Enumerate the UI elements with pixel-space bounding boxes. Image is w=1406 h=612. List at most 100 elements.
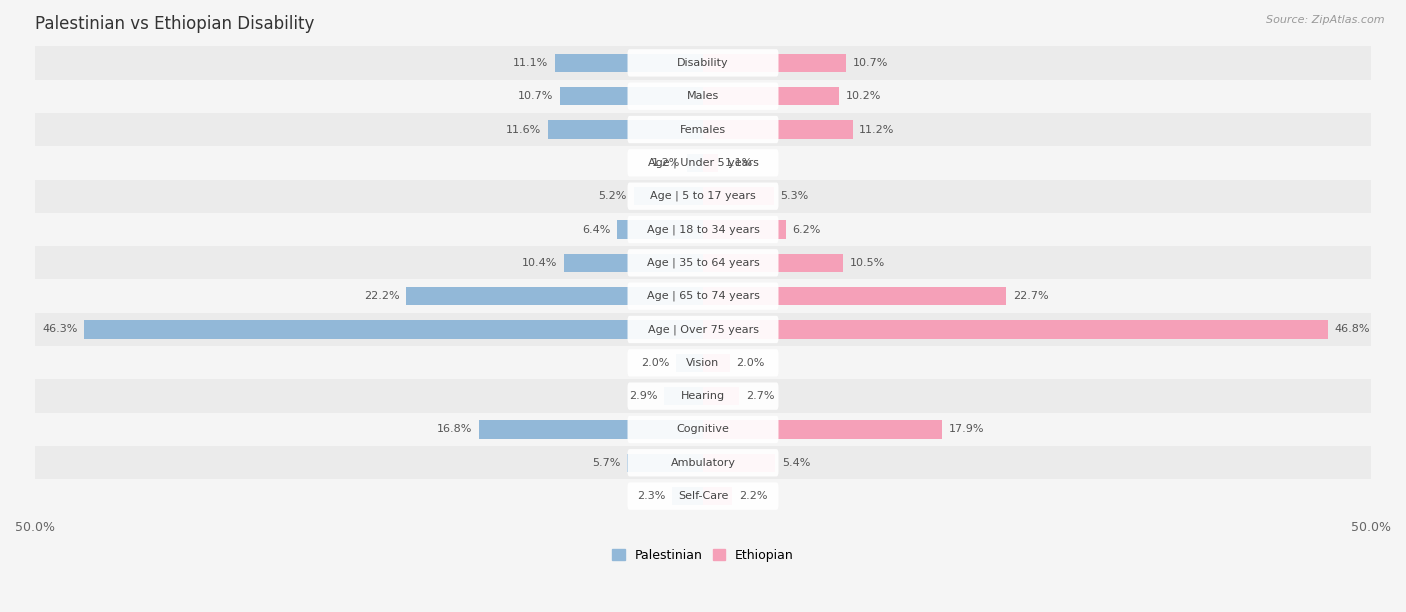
Bar <box>35 479 1371 513</box>
Text: Source: ZipAtlas.com: Source: ZipAtlas.com <box>1267 15 1385 25</box>
Text: 46.8%: 46.8% <box>1334 324 1371 335</box>
FancyBboxPatch shape <box>627 316 779 343</box>
Legend: Palestinian, Ethiopian: Palestinian, Ethiopian <box>607 543 799 567</box>
Bar <box>703 287 1007 305</box>
Bar <box>478 420 703 439</box>
Text: 2.0%: 2.0% <box>737 358 765 368</box>
Bar <box>406 287 703 305</box>
Bar <box>35 113 1371 146</box>
Text: 22.7%: 22.7% <box>1012 291 1049 301</box>
Text: 6.4%: 6.4% <box>582 225 610 234</box>
Text: Ambulatory: Ambulatory <box>671 458 735 468</box>
Text: 2.9%: 2.9% <box>628 391 658 401</box>
Text: 10.5%: 10.5% <box>851 258 886 268</box>
Bar <box>35 179 1371 213</box>
Bar <box>703 220 786 239</box>
Text: Age | 5 to 17 years: Age | 5 to 17 years <box>650 191 756 201</box>
Text: Self-Care: Self-Care <box>678 491 728 501</box>
Bar <box>617 220 703 239</box>
Text: Age | 65 to 74 years: Age | 65 to 74 years <box>647 291 759 301</box>
Bar <box>35 146 1371 179</box>
Text: 6.2%: 6.2% <box>793 225 821 234</box>
Text: 11.1%: 11.1% <box>513 58 548 68</box>
Text: 16.8%: 16.8% <box>436 425 472 435</box>
Bar <box>703 187 773 206</box>
Text: Males: Males <box>688 91 718 101</box>
Text: 46.3%: 46.3% <box>42 324 77 335</box>
Text: 22.2%: 22.2% <box>364 291 399 301</box>
Bar <box>676 354 703 372</box>
Text: 1.1%: 1.1% <box>724 158 752 168</box>
Bar <box>35 313 1371 346</box>
Bar <box>35 246 1371 280</box>
FancyBboxPatch shape <box>627 449 779 477</box>
Bar <box>555 54 703 72</box>
Text: 10.4%: 10.4% <box>522 258 557 268</box>
Text: 5.4%: 5.4% <box>782 458 810 468</box>
Text: 5.2%: 5.2% <box>599 191 627 201</box>
Text: 10.2%: 10.2% <box>846 91 882 101</box>
FancyBboxPatch shape <box>627 216 779 243</box>
Text: 2.2%: 2.2% <box>740 491 768 501</box>
Bar <box>35 346 1371 379</box>
Bar <box>35 80 1371 113</box>
Text: 5.3%: 5.3% <box>780 191 808 201</box>
Bar <box>703 320 1329 338</box>
FancyBboxPatch shape <box>627 482 779 510</box>
FancyBboxPatch shape <box>627 116 779 143</box>
Bar <box>703 54 846 72</box>
FancyBboxPatch shape <box>627 349 779 376</box>
Text: Age | 35 to 64 years: Age | 35 to 64 years <box>647 258 759 268</box>
Bar <box>627 453 703 472</box>
Bar <box>560 87 703 105</box>
Text: 2.7%: 2.7% <box>745 391 775 401</box>
Text: Vision: Vision <box>686 358 720 368</box>
Text: Disability: Disability <box>678 58 728 68</box>
Bar <box>703 487 733 506</box>
Bar <box>703 354 730 372</box>
Bar <box>672 487 703 506</box>
Bar <box>703 253 844 272</box>
FancyBboxPatch shape <box>627 416 779 443</box>
Bar <box>703 87 839 105</box>
Bar <box>564 253 703 272</box>
Bar <box>35 413 1371 446</box>
Bar <box>703 420 942 439</box>
FancyBboxPatch shape <box>627 382 779 410</box>
Text: Females: Females <box>681 124 725 135</box>
Bar <box>35 379 1371 413</box>
Bar <box>703 387 740 405</box>
Text: Palestinian vs Ethiopian Disability: Palestinian vs Ethiopian Disability <box>35 15 315 33</box>
Text: 17.9%: 17.9% <box>949 425 984 435</box>
FancyBboxPatch shape <box>627 83 779 110</box>
Bar <box>703 154 717 172</box>
Bar <box>548 121 703 139</box>
Text: Hearing: Hearing <box>681 391 725 401</box>
Text: Age | Under 5 years: Age | Under 5 years <box>648 158 758 168</box>
Bar <box>703 121 852 139</box>
Text: 2.3%: 2.3% <box>637 491 665 501</box>
Bar <box>688 154 703 172</box>
Text: 11.2%: 11.2% <box>859 124 894 135</box>
Text: Age | 18 to 34 years: Age | 18 to 34 years <box>647 224 759 235</box>
FancyBboxPatch shape <box>627 249 779 277</box>
Bar <box>35 47 1371 80</box>
Bar <box>84 320 703 338</box>
FancyBboxPatch shape <box>627 283 779 310</box>
Text: 10.7%: 10.7% <box>517 91 554 101</box>
FancyBboxPatch shape <box>627 182 779 210</box>
Text: 10.7%: 10.7% <box>852 58 889 68</box>
Bar <box>35 446 1371 479</box>
Bar <box>35 280 1371 313</box>
Bar <box>35 213 1371 246</box>
Text: Age | Over 75 years: Age | Over 75 years <box>648 324 758 335</box>
Bar <box>703 453 775 472</box>
Text: 2.0%: 2.0% <box>641 358 669 368</box>
Text: 1.2%: 1.2% <box>652 158 681 168</box>
FancyBboxPatch shape <box>627 149 779 176</box>
Text: 5.7%: 5.7% <box>592 458 620 468</box>
FancyBboxPatch shape <box>627 49 779 76</box>
Text: 11.6%: 11.6% <box>506 124 541 135</box>
Bar <box>664 387 703 405</box>
Bar <box>634 187 703 206</box>
